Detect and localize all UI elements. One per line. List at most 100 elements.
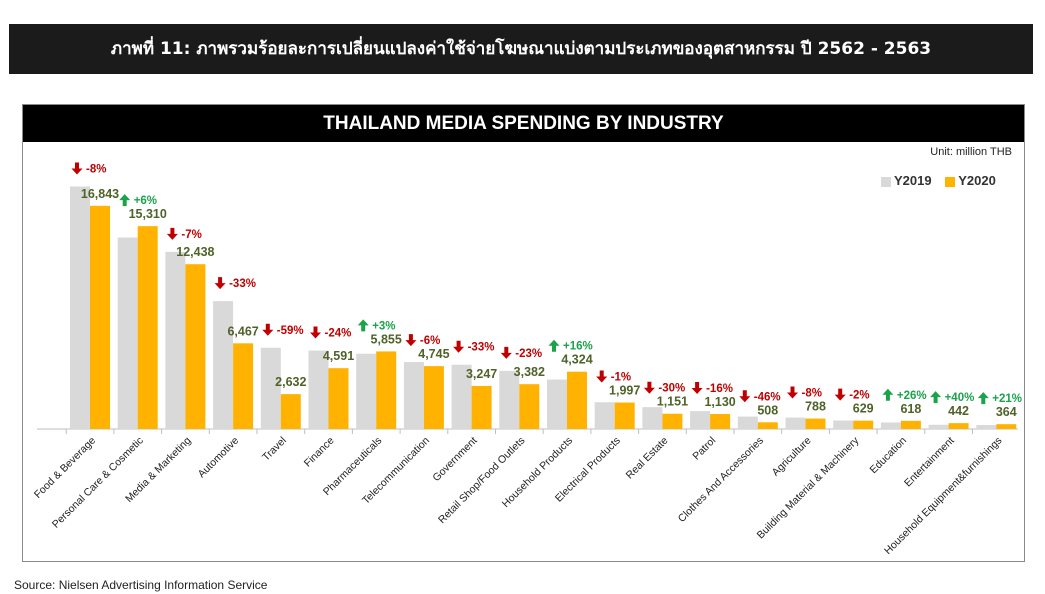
bar-y2019 (594, 402, 615, 429)
arrow-down-icon (834, 388, 846, 401)
bar-y2019 (165, 251, 186, 429)
change-label: -16% (706, 383, 733, 395)
arrow-up-icon (548, 339, 560, 352)
arrow-up-icon (882, 388, 894, 401)
legend: Y2019 Y2020 (881, 173, 1006, 188)
category-label: Finance (302, 435, 337, 470)
legend-label-y2020: Y2020 (958, 173, 996, 188)
value-label: 4,591 (323, 349, 354, 363)
bar-y2020 (519, 384, 540, 429)
value-label: 3,382 (514, 365, 545, 379)
arrow-down-icon (310, 326, 321, 339)
category-label: Patrol (690, 435, 718, 463)
value-label: 618 (900, 402, 921, 416)
arrow-down-icon (453, 340, 465, 353)
change-label: -23% (515, 348, 542, 360)
bar-y2020 (853, 420, 874, 429)
category-label: Automotive (196, 435, 242, 481)
bar-y2020 (662, 413, 683, 429)
change-label: -46% (754, 391, 781, 403)
arrow-up-icon (119, 194, 131, 207)
value-label: 1,997 (609, 384, 640, 398)
bar-y2020 (233, 343, 254, 429)
category-label: Clothes And Accessories (676, 435, 766, 525)
bar-y2020 (996, 424, 1017, 429)
change-label: -59% (277, 325, 304, 337)
change-label: +16% (563, 341, 593, 353)
bar-y2020 (423, 366, 444, 429)
unit-label: Unit: million THB (930, 146, 1012, 158)
category-label: Agriculture (770, 435, 814, 479)
category-label: Personal Care & Cosmetic (50, 435, 146, 531)
value-label: 3,247 (466, 367, 497, 381)
value-label: 4,324 (561, 353, 592, 367)
change-label: +6% (134, 195, 157, 207)
bar-y2020 (185, 264, 206, 429)
bar-y2019 (213, 301, 234, 429)
arrow-down-icon (71, 162, 83, 175)
bar-y2020 (471, 385, 492, 429)
bar-y2020 (280, 394, 301, 429)
legend-item-y2020: Y2020 (945, 173, 996, 188)
bar-y2019 (928, 424, 949, 429)
value-label: 15,310 (129, 207, 167, 221)
figure-banner: ภาพที่ 11: ภาพรวมร้อยละการเปลี่ยนแปลงค่า… (9, 24, 1033, 74)
bar-y2020 (328, 368, 349, 429)
arrow-down-icon (214, 277, 226, 290)
arrow-up-icon (357, 319, 369, 332)
bar-y2019 (690, 411, 711, 429)
bar-y2020 (614, 402, 635, 429)
figure-caption: ภาพที่ 11: ภาพรวมร้อยละการเปลี่ยนแปลงค่า… (110, 39, 932, 59)
chart-frame: THAILAND MEDIA SPENDING BY INDUSTRY Unit… (22, 104, 1025, 562)
change-label: -7% (181, 229, 201, 241)
chart-title: THAILAND MEDIA SPENDING BY INDUSTRY (323, 113, 724, 134)
bar-y2019 (547, 379, 567, 429)
chart-header: THAILAND MEDIA SPENDING BY INDUSTRY (23, 105, 1024, 142)
legend-swatch-y2020 (945, 176, 956, 187)
bar-y2020 (137, 226, 158, 429)
bar-y2019 (785, 417, 806, 429)
arrow-down-icon (262, 323, 274, 336)
legend-item-y2019: Y2019 (881, 173, 932, 188)
bar-y2019 (833, 420, 854, 429)
bar-y2020 (757, 422, 778, 429)
bar-y2019 (117, 237, 138, 429)
bar-y2020 (90, 205, 110, 429)
change-label: -6% (420, 335, 440, 347)
value-label: 4,745 (418, 347, 449, 361)
value-label: 442 (948, 404, 969, 418)
value-label: 16,843 (81, 187, 119, 201)
source-note: Source: Nielsen Advertising Information … (14, 578, 268, 592)
bar-chart: 16,843-8%Food & Beverage15,310+6%Persona… (32, 162, 1022, 557)
category-label: Real Estate (624, 435, 671, 482)
change-label: +3% (372, 320, 395, 332)
arrow-down-icon (691, 382, 703, 395)
arrow-down-icon (596, 370, 608, 383)
arrow-up-icon (930, 391, 942, 404)
bar-y2019 (308, 350, 329, 429)
value-label: 12,438 (176, 245, 214, 259)
value-label: 1,151 (657, 395, 688, 409)
change-label: +21% (992, 393, 1022, 405)
change-label: -2% (849, 390, 869, 402)
bar-y2020 (710, 414, 731, 429)
category-label: Government (430, 435, 479, 484)
bar-y2019 (356, 353, 377, 429)
arrow-down-icon (405, 334, 417, 347)
bar-y2020 (805, 418, 826, 429)
change-label: +40% (945, 392, 975, 404)
change-label: -8% (86, 164, 106, 176)
change-label: -33% (229, 278, 256, 290)
bar-y2020 (900, 420, 921, 429)
change-label: -33% (468, 342, 495, 354)
category-label: Travel (260, 435, 289, 464)
value-label: 1,130 (704, 395, 735, 409)
value-label: 508 (757, 403, 778, 417)
bar-y2019 (737, 416, 758, 429)
bar-y2019 (499, 370, 520, 429)
change-label: -30% (658, 383, 685, 395)
value-label: 629 (853, 402, 874, 416)
bar-y2020 (948, 423, 969, 429)
arrow-down-icon (500, 346, 512, 359)
legend-label-y2019: Y2019 (894, 173, 932, 188)
